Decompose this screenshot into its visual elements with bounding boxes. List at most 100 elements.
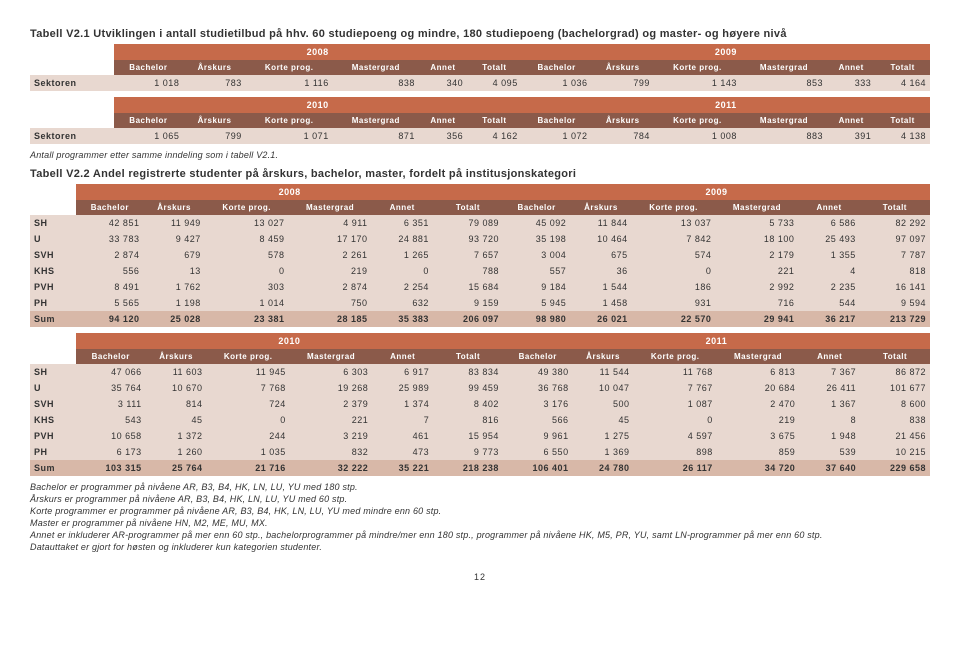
data-cell: 1 198 bbox=[143, 295, 204, 311]
data-cell: 0 bbox=[632, 263, 716, 279]
row-label: KHS bbox=[30, 263, 76, 279]
footnote: Bachelor er programmer på nivåene AR, B3… bbox=[30, 482, 930, 492]
table-row: SH47 06611 60311 9456 3036 91783 83449 3… bbox=[30, 364, 930, 380]
table-row: KHS55613021907885573602214818 bbox=[30, 263, 930, 279]
data-cell: 1 275 bbox=[573, 428, 634, 444]
data-cell: 2 379 bbox=[290, 396, 372, 412]
data-cell: 1 260 bbox=[146, 444, 207, 460]
table-row: SVH3 1118147242 3791 3748 4023 1765001 0… bbox=[30, 396, 930, 412]
data-cell: 10 658 bbox=[76, 428, 146, 444]
data-cell: 26 411 bbox=[799, 380, 860, 396]
data-cell: 4 911 bbox=[289, 215, 372, 231]
col-totalt: Totalt bbox=[467, 60, 522, 75]
data-cell: 1 087 bbox=[634, 396, 717, 412]
data-cell: 86 872 bbox=[860, 364, 930, 380]
data-cell: 539 bbox=[799, 444, 860, 460]
col-bachelor: Bachelor bbox=[114, 60, 184, 75]
table-row: PVH8 4911 7623032 8742 25415 6849 1841 5… bbox=[30, 279, 930, 295]
data-cell: 21 716 bbox=[207, 460, 290, 476]
footnote: Annet er inkluderer AR-programmer på mer… bbox=[30, 530, 930, 540]
data-cell: 11 768 bbox=[634, 364, 717, 380]
table-row: Sum94 12025 02823 38128 18535 383206 097… bbox=[30, 311, 930, 327]
row-label: PH bbox=[30, 444, 76, 460]
data-cell: 9 184 bbox=[503, 279, 570, 295]
data-cell: 6 173 bbox=[76, 444, 146, 460]
data-cell: 37 640 bbox=[799, 460, 860, 476]
data-cell: 26 021 bbox=[570, 311, 631, 327]
footnote: Årskurs er programmer på nivåene AR, B3,… bbox=[30, 494, 930, 504]
data-cell: 6 303 bbox=[290, 364, 372, 380]
row-label: U bbox=[30, 380, 76, 396]
data-cell: 35 198 bbox=[503, 231, 570, 247]
data-cell: 213 729 bbox=[860, 311, 930, 327]
data-cell: 1 948 bbox=[799, 428, 860, 444]
data-cell: 7 bbox=[372, 412, 433, 428]
data-cell: 6 917 bbox=[372, 364, 433, 380]
data-cell: 45 092 bbox=[503, 215, 570, 231]
data-cell: 11 844 bbox=[570, 215, 631, 231]
data-cell: 0 bbox=[634, 412, 717, 428]
data-cell: 244 bbox=[207, 428, 290, 444]
data-cell: 11 544 bbox=[573, 364, 634, 380]
data-cell: 36 217 bbox=[798, 311, 859, 327]
data-cell: 7 767 bbox=[634, 380, 717, 396]
data-cell: 10 464 bbox=[570, 231, 631, 247]
data-cell: 8 600 bbox=[860, 396, 930, 412]
data-cell: 10 670 bbox=[146, 380, 207, 396]
data-cell: 97 097 bbox=[860, 231, 930, 247]
year-header-2010: 2010 bbox=[114, 97, 522, 113]
data-cell: 814 bbox=[146, 396, 207, 412]
data-cell: 13 027 bbox=[205, 215, 289, 231]
data-cell: 3 675 bbox=[717, 428, 799, 444]
data-cell: 816 bbox=[433, 412, 503, 428]
data-cell: 9 159 bbox=[433, 295, 503, 311]
row-label: U bbox=[30, 231, 76, 247]
data-cell: 82 292 bbox=[860, 215, 930, 231]
data-cell: 7 768 bbox=[207, 380, 290, 396]
data-cell: 24 881 bbox=[372, 231, 433, 247]
data-cell: 473 bbox=[372, 444, 433, 460]
row-label: SH bbox=[30, 364, 76, 380]
data-cell: 859 bbox=[717, 444, 799, 460]
data-cell: 103 315 bbox=[76, 460, 146, 476]
data-cell: 26 117 bbox=[634, 460, 717, 476]
data-cell: 219 bbox=[717, 412, 799, 428]
year-header-2011: 2011 bbox=[522, 97, 930, 113]
data-cell: 98 980 bbox=[503, 311, 570, 327]
data-cell: 931 bbox=[632, 295, 716, 311]
data-cell: 19 268 bbox=[290, 380, 372, 396]
data-cell: 303 bbox=[205, 279, 289, 295]
data-cell: 7 657 bbox=[433, 247, 503, 263]
data-cell: 94 120 bbox=[76, 311, 143, 327]
data-cell: 1 372 bbox=[146, 428, 207, 444]
data-cell: 7 787 bbox=[860, 247, 930, 263]
data-cell: 32 222 bbox=[290, 460, 372, 476]
data-cell: 15 684 bbox=[433, 279, 503, 295]
table-row: KHS54345022178165664502198838 bbox=[30, 412, 930, 428]
data-cell: 36 768 bbox=[503, 380, 573, 396]
page-number: 12 bbox=[30, 572, 930, 582]
data-cell: 716 bbox=[715, 295, 798, 311]
data-cell: 45 bbox=[573, 412, 634, 428]
data-cell: 28 185 bbox=[289, 311, 372, 327]
data-cell: 219 bbox=[289, 263, 372, 279]
row-label: SVH bbox=[30, 247, 76, 263]
data-cell: 11 945 bbox=[207, 364, 290, 380]
data-cell: 106 401 bbox=[503, 460, 573, 476]
data-cell: 832 bbox=[290, 444, 372, 460]
data-cell: 543 bbox=[76, 412, 146, 428]
table-row: PH6 1731 2601 0358324739 7736 5501 36989… bbox=[30, 444, 930, 460]
data-cell: 24 780 bbox=[573, 460, 634, 476]
data-cell: 206 097 bbox=[433, 311, 503, 327]
data-cell: 2 470 bbox=[717, 396, 799, 412]
data-cell: 1 458 bbox=[570, 295, 631, 311]
row-label: PVH bbox=[30, 428, 76, 444]
data-cell: 7 367 bbox=[799, 364, 860, 380]
data-cell: 218 238 bbox=[433, 460, 503, 476]
data-cell: 788 bbox=[433, 263, 503, 279]
table-v2-1-title: Tabell V2.1 Utviklingen i antall studiet… bbox=[30, 28, 930, 40]
data-cell: 21 456 bbox=[860, 428, 930, 444]
data-cell: 574 bbox=[632, 247, 716, 263]
data-cell: 13 037 bbox=[632, 215, 716, 231]
data-cell: 45 bbox=[146, 412, 207, 428]
